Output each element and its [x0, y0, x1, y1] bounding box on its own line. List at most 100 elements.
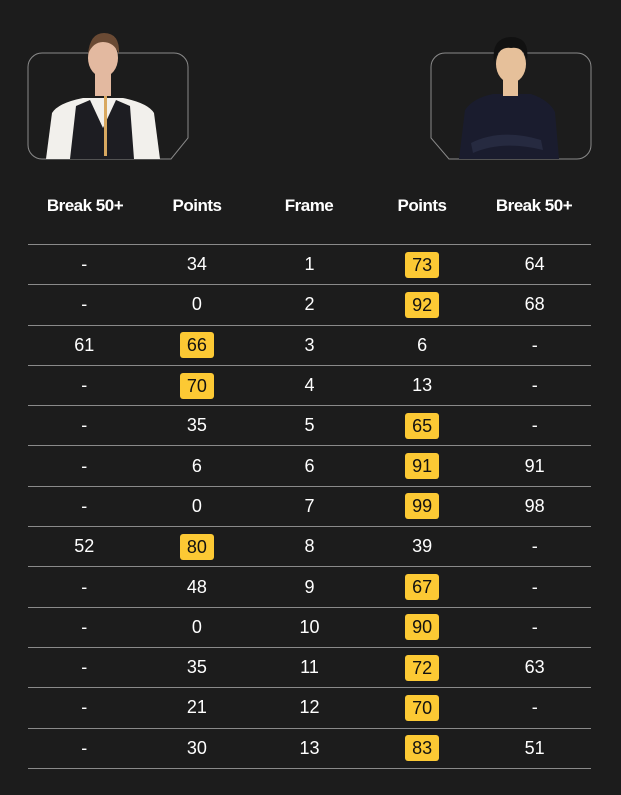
break-player-1: - [81, 576, 88, 597]
points-player-2: 6 [417, 334, 428, 355]
break-player-2: - [531, 616, 538, 637]
frame-number-cell: 1 [253, 243, 366, 286]
break-player-2: 98 [524, 495, 545, 516]
points-player-2-cell: 13 [365, 365, 479, 407]
break-player-1-cell: - [28, 243, 141, 286]
frame-number-cell: 12 [253, 687, 366, 729]
points-player-2-winner-badge: 83 [405, 735, 440, 762]
break-player-1: 52 [74, 536, 95, 557]
frame-number: 7 [304, 495, 315, 516]
points-player-2-cell: 39 [365, 526, 479, 568]
points-player-2-winner-badge: 72 [405, 654, 440, 681]
table-row: - 34 1 73 64 [28, 243, 591, 286]
table-row: - 35 5 65 - [28, 405, 591, 447]
table-row: 61 66 3 6 - [28, 325, 591, 366]
points-player-2-winner-badge: 99 [405, 493, 440, 520]
table-row: - 70 4 13 - [28, 365, 591, 407]
points-player-2-cell: 91 [365, 445, 479, 487]
points-player-2-cell: 90 [365, 607, 479, 648]
frame-number-cell: 3 [253, 325, 366, 366]
break-player-2: - [531, 697, 538, 718]
player-1-photo [27, 33, 189, 160]
points-player-2-winner-badge: 73 [405, 251, 440, 278]
break-player-1-cell: - [28, 486, 141, 528]
points-player-1-cell: 0 [140, 607, 254, 648]
points-player-2-winner-badge: 90 [405, 614, 440, 641]
frame-number: 2 [304, 294, 315, 315]
frame-number: 13 [299, 737, 320, 758]
break-player-2-cell: - [478, 405, 591, 447]
points-player-1-cell: 0 [140, 284, 254, 326]
frame-number-cell: 13 [253, 728, 366, 769]
break-player-1-cell: - [28, 284, 141, 326]
player-1-card [27, 33, 189, 160]
break-player-2-cell: - [478, 566, 591, 608]
points-player-1: 21 [186, 697, 207, 718]
break-player-2: - [531, 576, 538, 597]
break-player-1-cell: 61 [28, 325, 141, 366]
break-player-1: - [81, 495, 88, 516]
points-player-1: 34 [186, 254, 207, 275]
break-player-1: - [81, 616, 88, 637]
points-player-1-cell: 70 [140, 365, 254, 407]
frame-number: 10 [299, 616, 320, 637]
header-break-player-2: Break 50+ [495, 196, 573, 215]
frame-number-cell: 8 [253, 526, 366, 568]
break-player-2-cell: 51 [478, 728, 591, 769]
points-player-1: 0 [191, 616, 202, 637]
points-player-1-cell: 30 [140, 728, 254, 769]
points-player-1-cell: 0 [140, 486, 254, 528]
header-points-player-2: Points [397, 196, 447, 215]
break-player-2: 63 [524, 657, 545, 678]
frame-number-cell: 4 [253, 365, 366, 407]
points-player-2: 13 [412, 375, 433, 396]
points-player-1-cell: 6 [140, 445, 254, 487]
break-player-2: - [531, 415, 538, 436]
break-player-2-cell: 98 [478, 486, 591, 528]
points-player-1: 48 [186, 576, 207, 597]
points-player-2-winner-badge: 65 [405, 412, 440, 439]
points-player-2-cell: 70 [365, 687, 479, 729]
break-player-2: 91 [524, 455, 545, 476]
frame-number: 5 [304, 415, 315, 436]
break-player-2-cell: - [478, 526, 591, 568]
player-2-photo [430, 37, 592, 160]
frame-number-cell: 11 [253, 647, 366, 689]
break-player-1: - [81, 375, 88, 396]
points-player-2-winner-badge: 92 [405, 291, 440, 318]
break-player-2: - [531, 334, 538, 355]
header-break-player-1: Break 50+ [46, 196, 124, 215]
points-player-1: 35 [186, 415, 207, 436]
points-player-2-cell: 99 [365, 486, 479, 528]
points-player-2-winner-badge: 91 [405, 453, 440, 480]
table-row: - 0 10 90 - [28, 607, 591, 648]
frame-number-cell: 9 [253, 566, 366, 608]
table-row: - 21 12 70 - [28, 687, 591, 729]
table-row: 52 80 8 39 - [28, 526, 591, 568]
frame-number-cell: 5 [253, 405, 366, 447]
frame-number: 1 [304, 254, 315, 275]
break-player-2: - [531, 536, 538, 557]
points-player-1-cell: 35 [140, 647, 254, 689]
break-player-2: - [531, 375, 538, 396]
header-frame: Frame [284, 196, 334, 215]
points-player-1: 35 [186, 657, 207, 678]
break-player-1-cell: - [28, 445, 141, 487]
break-player-1-cell: - [28, 687, 141, 729]
break-player-2-cell: 63 [478, 647, 591, 689]
break-player-2: 64 [524, 254, 545, 275]
frame-number: 11 [300, 657, 319, 678]
frame-number: 4 [304, 375, 315, 396]
frame-number-cell: 7 [253, 486, 366, 528]
points-player-1-cell: 80 [140, 526, 254, 568]
break-player-1-cell: 52 [28, 526, 141, 568]
break-player-1-cell: - [28, 607, 141, 648]
points-player-1-winner-badge: 80 [179, 533, 214, 560]
frame-number: 12 [299, 697, 320, 718]
points-player-2-cell: 83 [365, 728, 479, 769]
table-row: - 30 13 83 51 [28, 728, 591, 769]
points-player-1-winner-badge: 66 [179, 332, 214, 359]
table-row: - 35 11 72 63 [28, 647, 591, 689]
frame-number-cell: 2 [253, 284, 366, 326]
points-player-2-cell: 6 [365, 325, 479, 366]
